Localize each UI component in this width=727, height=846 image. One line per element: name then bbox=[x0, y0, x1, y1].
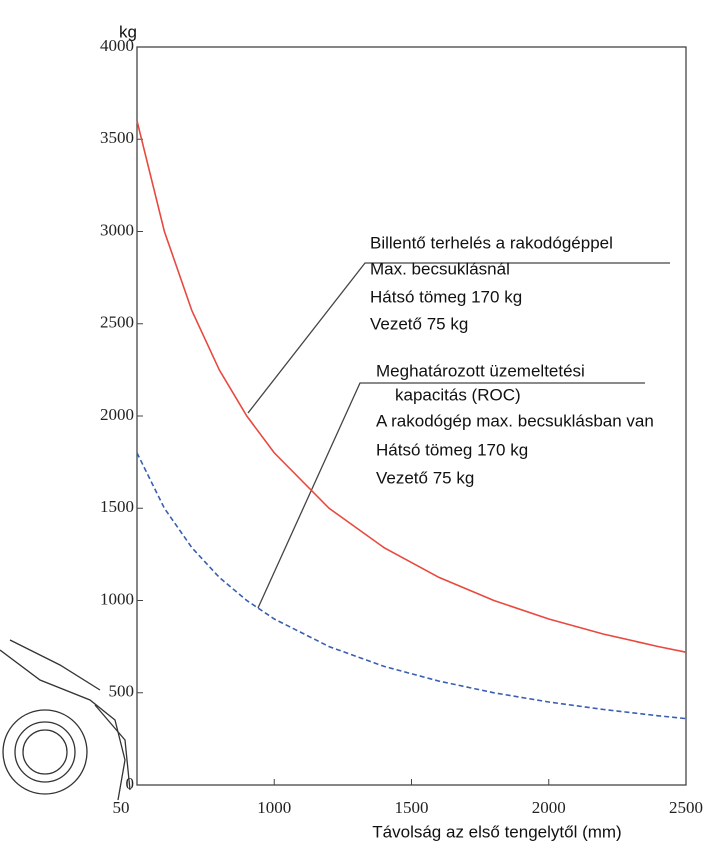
y-tick-label: 3500 bbox=[100, 128, 134, 147]
annotation-text: Meghatározott üzemeltetési bbox=[376, 361, 585, 380]
x-tick-label: 50 bbox=[113, 798, 130, 817]
y-tick-label: 1500 bbox=[100, 497, 134, 516]
annotation-text: kapacitás (ROC) bbox=[395, 385, 521, 404]
loader-sketch bbox=[0, 639, 131, 801]
y-tick-label: 2000 bbox=[100, 405, 134, 424]
annotation-text: A rakodógép max. becsuklásban van bbox=[376, 411, 654, 430]
annotation-text: Vezető 75 kg bbox=[376, 468, 474, 487]
annotation-text: Vezető 75 kg bbox=[370, 314, 468, 333]
y-tick-label: 3000 bbox=[100, 220, 134, 239]
annotation-text: Max. becsuklásnál bbox=[370, 259, 510, 278]
y-tick-label: 0 bbox=[126, 774, 135, 793]
annotation-text: Billentő terhelés a rakodógéppel bbox=[370, 233, 613, 252]
leader-lines bbox=[247, 262, 670, 609]
y-tick-label: 1000 bbox=[100, 589, 134, 608]
annotation-text: Hátsó tömeg 170 kg bbox=[370, 287, 522, 306]
series-line bbox=[136, 120, 687, 653]
x-tick-label: 2500 bbox=[669, 798, 703, 817]
y-tick-label: 2500 bbox=[100, 313, 134, 332]
y-tick-label: 4000 bbox=[100, 36, 134, 55]
x-tick-label: 1500 bbox=[395, 798, 429, 817]
series-line bbox=[136, 452, 687, 720]
x-tick-label: 1000 bbox=[257, 798, 291, 817]
x-axis-label: Távolság az első tengelytől (mm) bbox=[372, 822, 621, 841]
y-axis-label: kg bbox=[119, 22, 137, 41]
y-tick-label: 500 bbox=[109, 682, 135, 701]
annotation-text: Hátsó tömeg 170 kg bbox=[376, 440, 528, 459]
x-tick-label: 2000 bbox=[532, 798, 566, 817]
